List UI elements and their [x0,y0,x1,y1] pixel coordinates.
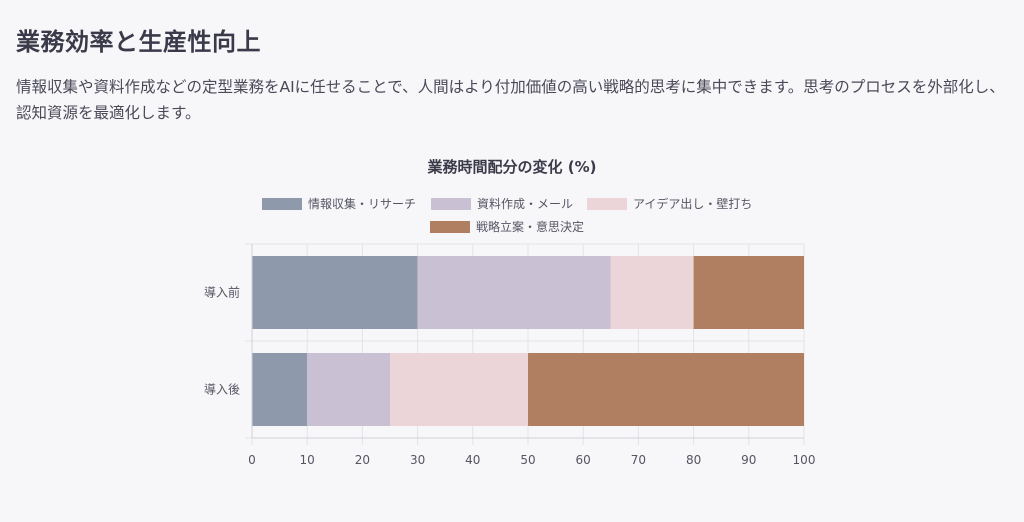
legend-item: アイデア出し・壁打ち [587,196,752,211]
page-description: 情報収集や資料作成などの定型業務をAIに任せることで、人間はより付加価値の高い戦… [16,78,1005,122]
stacked-bar-chart: 業務時間配分の変化 (%) 情報収集・リサーチ 資料作成・メール アイデア出し・壁打… [204,158,815,467]
y-tick-label: 導入後 [204,383,240,397]
legend-swatch [262,198,302,210]
bar-segment [252,256,418,329]
bar-segment [390,353,528,426]
bar-segment [528,353,804,426]
x-tick-label: 60 [576,453,591,467]
legend-item: 戦略立案・意思決定 [430,219,584,234]
bar-segment [610,256,694,329]
chart-title: 業務時間配分の変化 (%) [427,158,597,176]
x-tick-label: 10 [300,453,315,467]
legend-label: アイデア出し・壁打ち [633,196,752,211]
x-tick-label: 90 [741,453,756,467]
x-tick-label: 100 [793,453,816,467]
bar-segment [252,353,308,426]
legend-swatch [431,198,471,210]
y-tick-label: 導入前 [204,285,240,300]
legend-item: 情報収集・リサーチ [262,196,416,211]
bar-segment [693,256,804,329]
x-tick-label: 80 [686,453,701,467]
chart-bars [252,256,804,426]
legend-label: 戦略立案・意思決定 [476,219,584,234]
x-tick-label: 70 [631,453,646,467]
x-tick-label: 20 [355,453,370,467]
bar-segment [417,256,611,329]
legend-label: 資料作成・メール [477,197,573,211]
legend-swatch [587,198,627,210]
chart-container: 業務時間配分の変化 (%) 情報収集・リサーチ 資料作成・メール アイデア出し・壁打… [0,140,1024,522]
x-tick-label: 50 [520,453,535,467]
bar-segment [307,353,390,426]
x-tick-label: 0 [248,453,256,467]
legend-item: 資料作成・メール [431,197,573,211]
legend-swatch [430,221,470,233]
x-tick-label: 30 [410,453,425,467]
page-title: 業務効率と生産性向上 [16,28,261,56]
legend-label: 情報収集・リサーチ [308,196,416,211]
x-tick-label: 40 [465,453,480,467]
